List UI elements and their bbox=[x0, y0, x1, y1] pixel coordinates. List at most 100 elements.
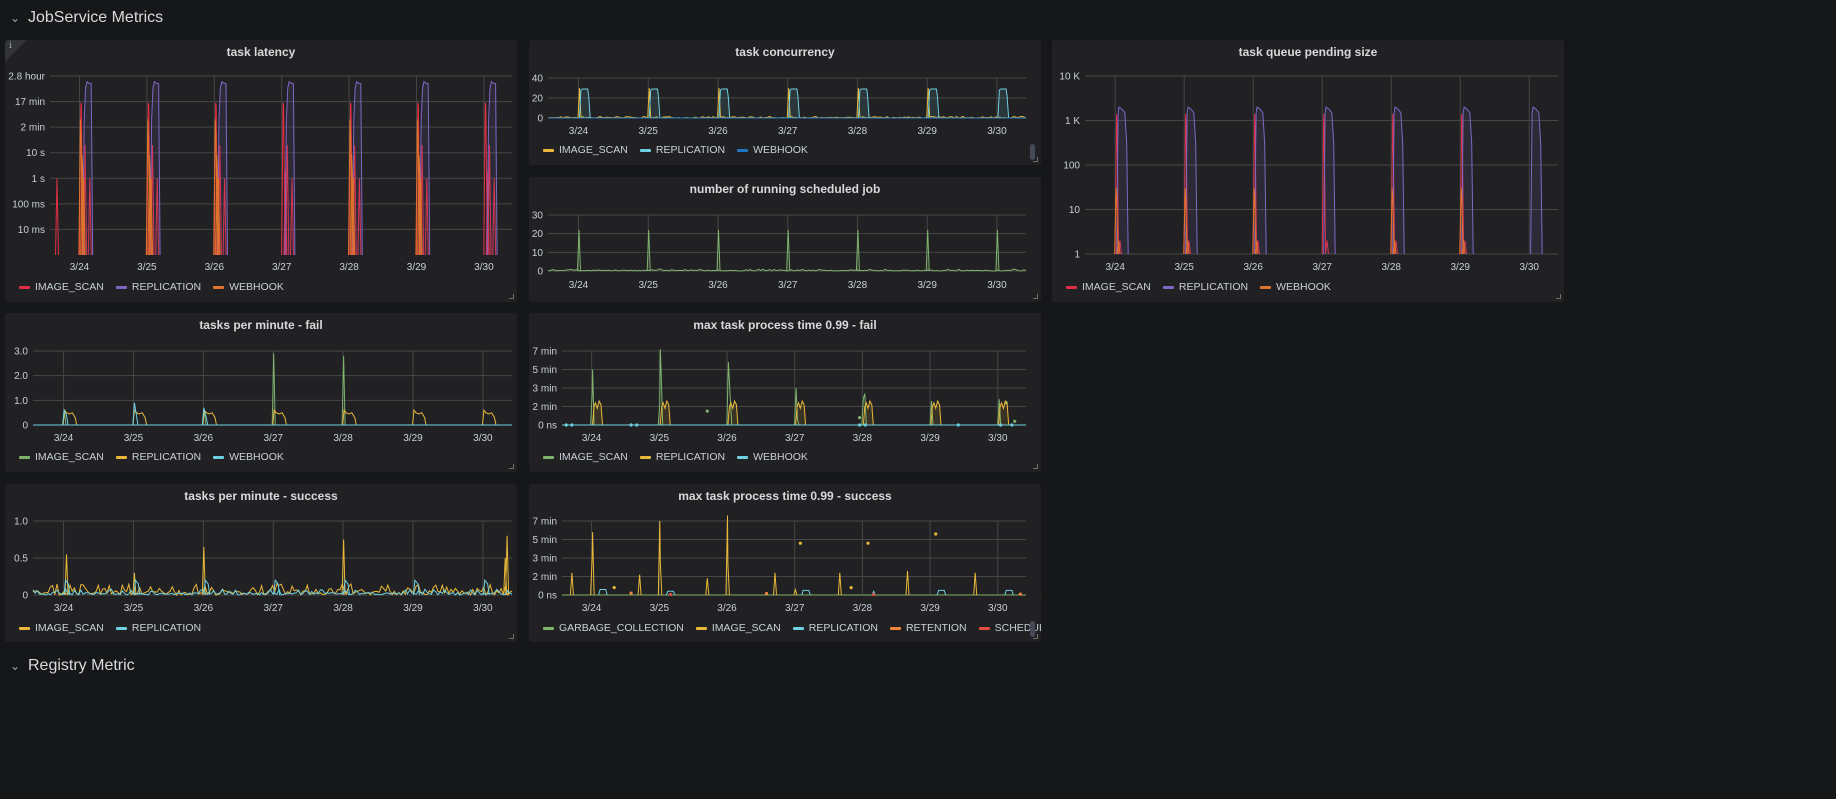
series-line bbox=[492, 178, 497, 256]
series-line bbox=[351, 178, 356, 256]
series-area bbox=[727, 401, 738, 425]
series-line bbox=[577, 229, 581, 272]
panel-resize-handle[interactable] bbox=[1033, 634, 1038, 639]
legend-item[interactable]: WEBHOOK bbox=[737, 451, 808, 463]
chevron-down-icon[interactable]: ⌄ bbox=[9, 11, 21, 25]
x-tick-label: 3/24 bbox=[54, 603, 74, 614]
legend-item[interactable]: GARBAGE_COLLECTION bbox=[543, 622, 684, 634]
legend-item[interactable]: REPLICATION bbox=[792, 622, 878, 634]
series-line bbox=[149, 80, 161, 256]
panel-task-queue-pending: task queue pending size 1 10 100 1 K 10 K 3/24… bbox=[1052, 40, 1564, 302]
series-line bbox=[343, 578, 350, 596]
series-line bbox=[578, 88, 591, 119]
legend-item[interactable]: IMAGE_SCAN bbox=[543, 144, 628, 156]
legend-item[interactable]: REPLICATION bbox=[639, 144, 725, 156]
legend-item[interactable]: IMAGE_SCAN bbox=[695, 622, 781, 634]
info-icon[interactable]: i bbox=[9, 41, 12, 51]
panel-resize-handle[interactable] bbox=[509, 464, 514, 469]
legend-item[interactable]: REPLICATION bbox=[115, 281, 202, 293]
y-tick-label: 10 ms bbox=[18, 225, 45, 236]
series-line bbox=[216, 178, 221, 256]
series-area bbox=[1116, 107, 1129, 254]
series-point bbox=[849, 586, 853, 590]
chevron-down-icon[interactable]: ⌄ bbox=[9, 659, 21, 673]
x-tick-label: 3/25 bbox=[124, 433, 144, 444]
panel-title[interactable]: tasks per minute - success bbox=[184, 489, 338, 503]
legend-item[interactable]: IMAGE_SCAN bbox=[543, 451, 628, 463]
legend-item[interactable]: IMAGE_SCAN bbox=[19, 451, 104, 463]
y-tick-label: 10 K bbox=[1059, 72, 1080, 83]
legend-item[interactable]: IMAGE_SCAN bbox=[19, 281, 104, 293]
series-area bbox=[82, 81, 93, 255]
panel-title[interactable]: number of running scheduled job bbox=[689, 182, 881, 196]
x-tick-label: 3/26 bbox=[708, 126, 728, 137]
series-area bbox=[1323, 107, 1336, 254]
series-line bbox=[132, 402, 139, 426]
panel-title[interactable]: task concurrency bbox=[735, 45, 835, 59]
legend-swatch bbox=[543, 626, 554, 630]
series-line bbox=[1461, 240, 1466, 255]
panel-title[interactable]: tasks per minute - fail bbox=[199, 318, 323, 332]
series-point bbox=[866, 541, 870, 545]
series-area bbox=[592, 401, 603, 425]
panel-resize-handle[interactable] bbox=[1033, 294, 1038, 299]
row-title: JobService Metrics bbox=[28, 9, 164, 26]
legend-scrollbar[interactable] bbox=[1030, 144, 1035, 160]
chart-task-queue-pending: 1 10 100 1 K 10 K 3/24 3/25 3/26 3/27 3/28 3/29 3/3… bbox=[1059, 72, 1558, 273]
x-tick-label: 3/25 bbox=[124, 603, 144, 614]
legend-item[interactable]: IMAGE_SCAN bbox=[1066, 281, 1151, 293]
chart-task-latency: 10 ms 100 ms 1 s 10 s 2 min 17 min 2.8 hour 3/2… bbox=[8, 72, 512, 273]
y-tick-label: 2.8 hour bbox=[8, 72, 45, 83]
x-tick-label: 3/27 bbox=[778, 280, 798, 291]
series-line bbox=[217, 80, 228, 256]
legend-item[interactable]: WEBHOOK bbox=[213, 451, 284, 463]
panel-title[interactable]: task queue pending size bbox=[1238, 45, 1378, 59]
legend-swatch bbox=[639, 455, 651, 459]
legend-item[interactable]: REPLICATION bbox=[1162, 281, 1248, 293]
panel-resize-handle[interactable] bbox=[1556, 294, 1561, 299]
legend-item[interactable]: IMAGE_SCAN bbox=[19, 622, 104, 634]
y-tick-label: 0 bbox=[537, 114, 543, 125]
series-point bbox=[629, 591, 633, 595]
series-line bbox=[1187, 240, 1191, 255]
panel-resize-handle[interactable] bbox=[1033, 464, 1038, 469]
legend-item[interactable]: WEBHOOK bbox=[1260, 281, 1331, 293]
legend-scrollbar[interactable] bbox=[1030, 621, 1035, 637]
row-header-jobservice[interactable]: ⌄ JobService Metrics bbox=[0, 3, 163, 33]
series-line bbox=[419, 80, 431, 256]
legend-item[interactable]: SCHEDULER bbox=[978, 622, 1041, 634]
series-line bbox=[1392, 106, 1405, 255]
panel-title[interactable]: max task process time 0.99 - fail bbox=[693, 318, 877, 332]
series-scheduler bbox=[668, 592, 876, 597]
legend-item[interactable]: RETENTION bbox=[889, 622, 967, 634]
legend-item[interactable]: WEBHOOK bbox=[737, 144, 808, 156]
y-tick-label: 30 bbox=[532, 211, 544, 222]
y-tick-label: 10 s bbox=[26, 148, 45, 159]
panel-title[interactable]: task latency bbox=[226, 45, 296, 59]
panel-info-corner[interactable] bbox=[5, 40, 27, 62]
series-line bbox=[1185, 106, 1198, 255]
legend-item[interactable]: REPLICATION bbox=[115, 451, 201, 463]
panel-resize-handle[interactable] bbox=[509, 294, 514, 299]
legend-item[interactable]: REPLICATION bbox=[639, 451, 725, 463]
series-line bbox=[481, 408, 497, 426]
panel-title[interactable]: max task process time 0.99 - success bbox=[678, 489, 892, 503]
series-line bbox=[861, 393, 867, 426]
series-point bbox=[999, 423, 1003, 427]
series-line bbox=[1390, 113, 1396, 255]
series-area bbox=[217, 81, 228, 255]
panel-resize-handle[interactable] bbox=[509, 634, 514, 639]
series-line bbox=[657, 349, 664, 426]
row-header-registry[interactable]: ⌄ Registry Metric bbox=[0, 651, 135, 681]
series-line bbox=[1183, 113, 1189, 255]
series-line bbox=[1530, 106, 1543, 255]
legend-label: REPLICATION bbox=[131, 281, 202, 293]
legend-item[interactable]: REPLICATION bbox=[115, 622, 201, 634]
series-line bbox=[590, 369, 595, 426]
panel-resize-handle[interactable] bbox=[1033, 157, 1038, 162]
legend-item[interactable]: WEBHOOK bbox=[213, 281, 284, 293]
series-line bbox=[648, 88, 661, 119]
series-line bbox=[284, 80, 296, 256]
legend-label: WEBHOOK bbox=[229, 451, 284, 463]
series-line bbox=[926, 87, 931, 119]
